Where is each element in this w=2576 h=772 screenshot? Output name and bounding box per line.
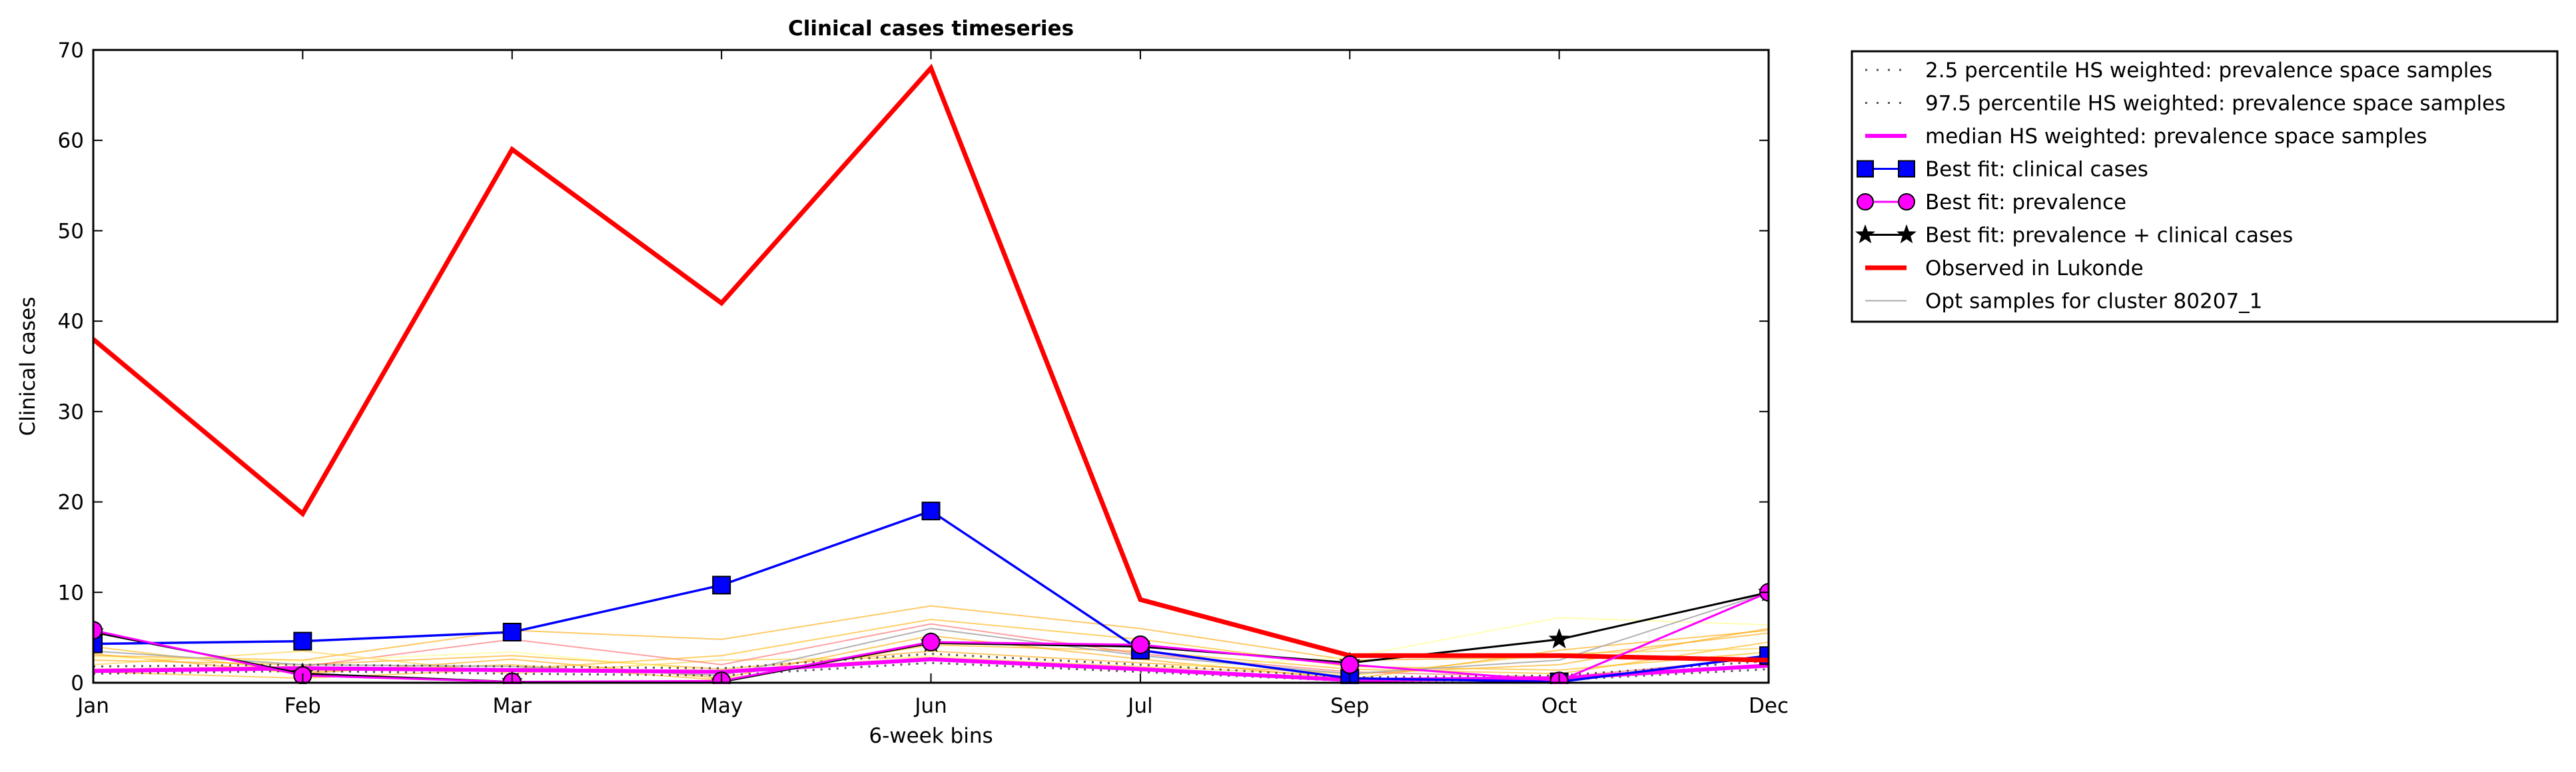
data-point [502,623,522,641]
x-tick-label: Sep [1330,694,1369,718]
y-tick-label: 30 [58,400,84,424]
y-tick-label: 60 [58,129,84,153]
legend-marker [1898,160,1915,178]
series-7 [93,591,1769,677]
data-point [921,632,941,651]
legend-marker [1896,224,1917,244]
x-tick-label: Jul [1126,694,1152,718]
sample-line [93,618,1769,679]
sample-line [93,605,1769,661]
legend-marker [1898,193,1915,210]
series-6 [93,63,1769,663]
series-2 [93,657,1769,682]
legend-item: 97.5 percentile HS weighted: prevalence … [1865,92,2505,116]
legend-item: Best fit: clinical cases [1857,158,2148,182]
y-tick-label: 20 [58,491,84,515]
x-tick-label: May [700,694,743,718]
series-line [93,657,1769,682]
x-tick-label: Feb [284,694,321,718]
series-line [93,591,1769,677]
legend-item: Observed in Lukonde [1865,256,2144,280]
data-point [93,621,103,640]
y-tick-label: 70 [58,39,84,63]
data-point [1548,628,1570,649]
data-point [1130,635,1150,654]
data-point [921,502,941,521]
data-point [293,631,312,651]
y-axis-label: Clinical cases [16,296,40,436]
legend-marker [1855,224,1876,244]
y-tick-label: 50 [58,219,84,243]
legend-label: Best fit: clinical cases [1925,158,2148,182]
series-4 [93,583,1769,684]
chart-title: Clinical cases timeseries [788,17,1074,41]
plot-frame [92,49,1770,684]
y-tick-label: 40 [58,310,84,334]
legend-box [1851,50,2559,323]
data-point [1340,655,1360,674]
legend-item: median HS weighted: prevalence space sam… [1865,125,2427,149]
x-tick-label: Mar [493,694,532,718]
x-tick-label: Jun [913,694,947,718]
sample-line [93,617,1769,673]
x-tick-label: Oct [1541,694,1577,718]
legend-label: Observed in Lukonde [1925,256,2144,280]
legend: 2.5 percentile HS weighted: prevalence s… [1851,50,2559,323]
data-point [93,634,103,653]
x-tick-label: Dec [1749,694,1789,718]
legend-label: Opt samples for cluster 80207_1 [1925,290,2262,314]
legend-marker [1857,160,1874,178]
axes: 0 10 20 30 40 50 60 70 Jan Feb Mar May Jun Jul Sep Oct D… [58,39,1789,718]
legend-label: 97.5 percentile HS weighted: prevalence … [1925,92,2505,116]
legend-item: Opt samples for cluster 80207_1 [1865,290,2262,314]
legend-label: Best fit: prevalence + clinical cases [1925,224,2293,248]
legend-label: 2.5 percentile HS weighted: prevalence s… [1925,59,2493,83]
legend-item: Best fit: prevalence + clinical cases [1855,224,2293,248]
legend-marker [1857,193,1874,210]
y-tick-label: 0 [71,671,84,695]
x-axis-label: 6-week bins [869,724,993,748]
legend-item: Best fit: prevalence [1857,191,2126,214]
legend-label: Best fit: prevalence [1925,191,2126,214]
legend-label: median HS weighted: prevalence space sam… [1925,125,2427,149]
x-tick-label: Jan [76,694,109,718]
plot-area [93,63,1769,684]
y-tick-label: 10 [58,581,84,605]
series-line [93,63,1769,663]
legend-item: 2.5 percentile HS weighted: prevalence s… [1865,59,2493,83]
data-point [712,576,731,595]
